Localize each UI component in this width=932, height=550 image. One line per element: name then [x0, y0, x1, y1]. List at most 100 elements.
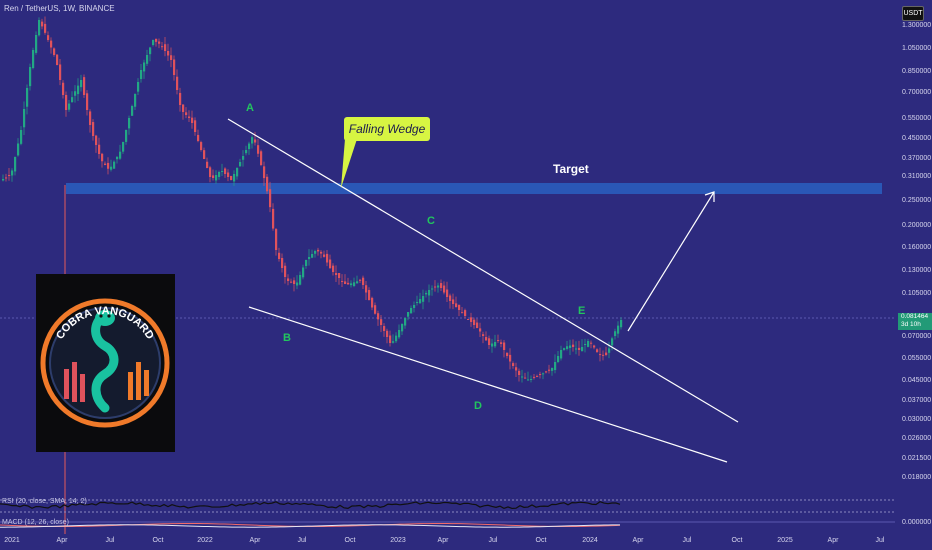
candle-body [608, 348, 611, 353]
candle-body [176, 76, 179, 90]
time-tick: Jul [297, 537, 307, 544]
candle-body [353, 282, 356, 287]
candle-body [341, 280, 344, 282]
candle-body [158, 41, 161, 44]
candle-body [479, 328, 482, 332]
candle-body [410, 308, 413, 314]
candlesticks [2, 16, 623, 383]
macd-pane [0, 521, 895, 528]
candle-body [446, 289, 449, 297]
candle-body [239, 162, 242, 167]
candle-body [188, 116, 191, 118]
candle-body [557, 356, 560, 363]
candle-body [380, 319, 383, 325]
candle-body [335, 273, 338, 275]
candle-body [83, 77, 86, 95]
candle-body [68, 103, 71, 110]
candle-body [464, 310, 467, 316]
candle-body [26, 88, 29, 107]
candle-body [191, 117, 194, 123]
candle-body [2, 179, 5, 181]
price-tick: 0.055000 [902, 355, 932, 362]
candle-body [98, 144, 101, 154]
price-tick: 0.850000 [902, 68, 932, 75]
candle-body [320, 251, 323, 254]
candle-body [167, 50, 170, 56]
candle-body [347, 282, 350, 285]
falling-wedge-callout[interactable]: Falling Wedge [344, 117, 430, 141]
candle-body [317, 249, 320, 252]
candle-body [437, 285, 440, 288]
candle-body [17, 143, 20, 156]
candle-body [107, 162, 110, 169]
arrow-head-icon [704, 191, 715, 202]
candle-body [227, 172, 230, 177]
candle-body [599, 354, 602, 356]
candle-body [530, 379, 533, 380]
price-tick: 0.200000 [902, 222, 932, 229]
candle-body [392, 341, 395, 343]
candle-body [590, 342, 593, 344]
currency-selector[interactable]: USDT [902, 6, 924, 21]
time-tick: Oct [344, 537, 356, 544]
candle-body [452, 299, 455, 304]
target-label: Target [553, 162, 589, 176]
candle-body [365, 285, 368, 293]
candle-body [242, 156, 245, 160]
candle-body [563, 348, 566, 350]
candle-body [581, 347, 584, 352]
logo-emblem-icon: COBRA VANGUARD [40, 298, 170, 428]
candle-body [65, 94, 68, 110]
candle-body [35, 35, 38, 53]
time-tick: Apr [437, 537, 449, 544]
candle-body [449, 295, 452, 301]
rsi-label[interactable]: RSI (20, close, SMA, 14, 2) [2, 498, 87, 505]
candle-body [509, 354, 512, 362]
candle-body [38, 20, 41, 36]
candle-body [488, 338, 491, 345]
candle-body [554, 362, 557, 371]
candle-body [197, 134, 200, 141]
candle-body [257, 145, 260, 154]
price-tick: 0.550000 [902, 115, 932, 122]
candle-body [473, 319, 476, 325]
candle-body [359, 279, 362, 281]
price-tick: 1.050000 [902, 45, 932, 52]
candle-body [212, 175, 215, 178]
candle-body [362, 277, 365, 285]
price-tick: 0.070000 [902, 333, 932, 340]
candle-body [443, 285, 446, 293]
candle-body [275, 229, 278, 250]
candle-body [569, 345, 572, 348]
candle-body [284, 265, 287, 277]
price-tick: 0.250000 [902, 197, 932, 204]
candle-body [170, 55, 173, 60]
candle-body [146, 55, 149, 64]
candle-body [140, 70, 143, 80]
candle-body [551, 368, 554, 371]
candle-body [536, 375, 539, 377]
candle-body [62, 82, 65, 95]
price-tick: 0.130000 [902, 267, 932, 274]
price-tick: 0.310000 [902, 173, 932, 180]
candle-body [521, 376, 524, 378]
candle-body [401, 324, 404, 332]
candle-body [458, 304, 461, 310]
candle-body [89, 111, 92, 125]
price-tick: 0.000000 [902, 519, 932, 526]
cobra-vanguard-logo: COBRA VANGUARD [36, 274, 175, 452]
candle-body [515, 367, 518, 371]
candle-body [332, 265, 335, 272]
candle-body [278, 252, 281, 259]
time-tick: 2025 [777, 537, 793, 544]
candle-body [23, 109, 26, 128]
candle-body [497, 340, 500, 342]
macd-label[interactable]: MACD (12, 26, close) [2, 519, 69, 526]
candle-body [152, 40, 155, 45]
price-tick: 0.037000 [902, 397, 932, 404]
candle-body [128, 118, 131, 129]
candle-body [299, 275, 302, 285]
candle-body [338, 273, 341, 278]
